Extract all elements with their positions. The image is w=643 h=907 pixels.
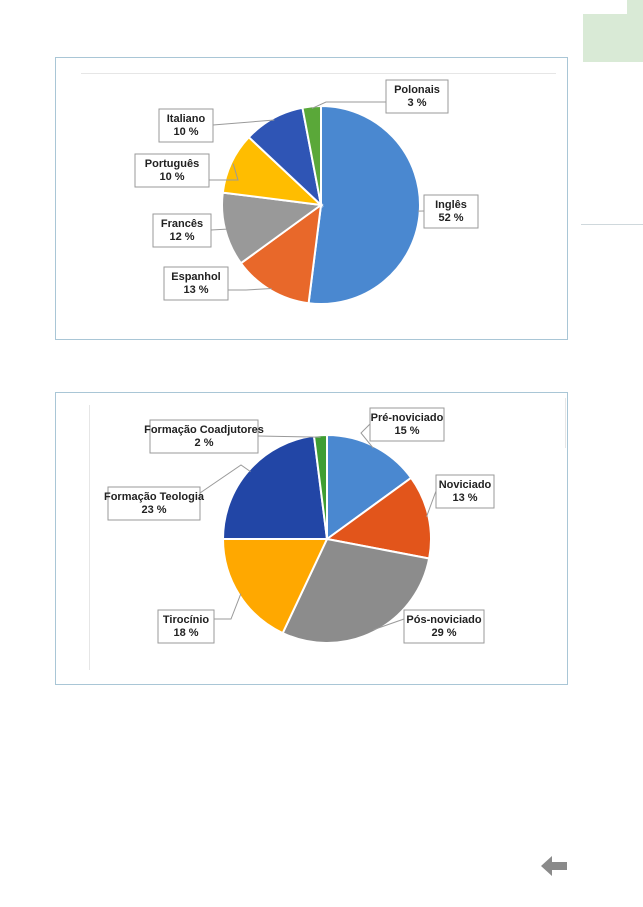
form-label-box [403, 609, 485, 644]
side-rule [581, 224, 643, 225]
chart-plot-border-right [565, 398, 566, 448]
form-slice-tirocinio [221, 538, 329, 635]
lang-label-value: 52 % [438, 212, 463, 224]
form-label-text: Formação Coadjutores [144, 424, 264, 436]
form-leader-pos-noviciado [373, 618, 405, 631]
form-slice-formacao-coadjutores [312, 433, 328, 540]
form-slices [221, 433, 432, 644]
form-label-box [149, 419, 259, 454]
lang-label-value: 13 % [183, 284, 208, 296]
form-label-text: Pré-noviciado [371, 412, 444, 424]
lang-slices [221, 104, 421, 305]
lang-label-value: 3 % [408, 97, 427, 109]
form-slice-pre-noviciado [326, 433, 413, 541]
lang-leader-frances [210, 228, 228, 231]
form-label-text: Formação Teologia [104, 491, 205, 503]
lang-label-value: 10 % [159, 171, 184, 183]
lang-label-value: 12 % [169, 231, 194, 243]
form-leader-formacao-coadjutores [257, 435, 321, 438]
form-leader-formacao-teologia [199, 464, 251, 494]
lang-label-text: Inglês [435, 199, 467, 211]
lang-label-text: Polonais [394, 84, 440, 96]
lang-leader-polonais [311, 101, 386, 109]
corner-tab-notch [583, 0, 627, 14]
lang-label-box [134, 153, 210, 188]
lang-label-box [385, 79, 449, 114]
form-label-box [369, 407, 445, 442]
form-label-text: Tirocínio [163, 614, 210, 626]
lang-slice-polonais [301, 104, 322, 206]
lang-leader-portugues [209, 163, 239, 181]
form-label-value: 2 % [195, 437, 214, 449]
form-leader-tirocinio [214, 593, 242, 620]
form-label-box [435, 474, 495, 509]
lang-leader-espanhol [228, 288, 272, 291]
form-leader-pre-noviciado [360, 423, 374, 449]
form-label-text: Pós-noviciado [406, 614, 481, 626]
form-slice-noviciado [324, 476, 432, 560]
lang-label-box [152, 213, 212, 248]
form-label-box [157, 609, 215, 644]
lang-label-box [158, 108, 214, 143]
chart-formation-frame: Pré-noviciado 15 % Noviciado 13 % Pós-novici… [55, 392, 568, 685]
form-label-value: 18 % [173, 627, 198, 639]
lang-label-text: Português [145, 158, 199, 170]
back-arrow-icon[interactable] [537, 852, 571, 880]
lang-label-box [163, 266, 229, 301]
lang-label-text: Italiano [167, 113, 206, 125]
form-leader-noviciado [426, 490, 437, 517]
lang-label-text: Francês [161, 218, 203, 230]
form-slice-pos-noviciado [281, 537, 431, 644]
form-label-value: 23 % [141, 504, 166, 516]
lang-leader-italiano [212, 119, 275, 126]
chart-plot-border-left [89, 405, 90, 670]
lang-label-text: Espanhol [171, 271, 221, 283]
lang-label-value: 10 % [173, 126, 198, 138]
form-label-text: Noviciado [439, 479, 492, 491]
chart-languages-frame: Inglês 52 % Espanhol 13 % Francês 12 % Portugu… [55, 57, 568, 340]
lang-slice-ingles [307, 104, 421, 305]
lang-label-box [423, 194, 479, 229]
form-label-value: 13 % [452, 492, 477, 504]
chart-plot-border-top [81, 73, 556, 74]
form-label-value: 29 % [431, 627, 456, 639]
form-label-box [107, 486, 201, 521]
lang-slice-espanhol [239, 202, 323, 305]
form-label-value: 15 % [394, 425, 419, 437]
